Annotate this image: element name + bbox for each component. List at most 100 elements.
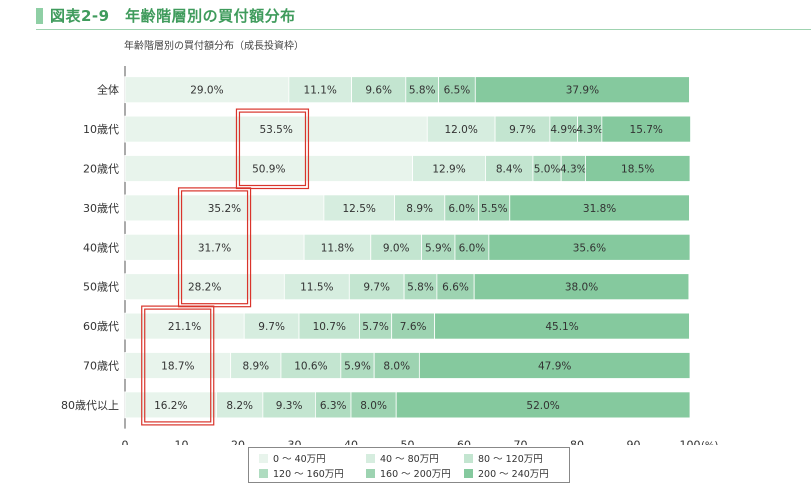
bar-segment xyxy=(323,194,395,222)
data-label: 4.3% xyxy=(560,164,587,176)
x-tick-label: 30 xyxy=(288,439,302,445)
data-label: 4.9% xyxy=(550,124,577,136)
data-label: 15.7% xyxy=(630,124,663,136)
bar-segment xyxy=(124,76,290,104)
data-label: 18.5% xyxy=(621,164,654,176)
bar-segment xyxy=(532,155,562,182)
bar-segment xyxy=(485,155,534,182)
highlight-box-outer xyxy=(177,187,252,308)
category-label: 50歳代 xyxy=(83,281,119,294)
bar-segment xyxy=(549,115,578,143)
data-label: 4.3% xyxy=(576,124,603,136)
x-tick-label: 90 xyxy=(627,439,641,445)
data-label: 5.9% xyxy=(344,361,371,373)
legend-item: 0 ～ 40万円 xyxy=(259,451,326,465)
data-label: 9.3% xyxy=(276,400,303,412)
highlight-box-inner xyxy=(238,111,307,187)
legend-swatch xyxy=(464,454,473,463)
legend-swatch xyxy=(259,454,268,463)
category-label: 20歳代 xyxy=(83,163,119,176)
data-label: 31.7% xyxy=(198,242,231,254)
x-tick-label: 0 xyxy=(122,439,129,445)
legend-label: 40 ～ 80万円 xyxy=(380,454,439,465)
bar-segment xyxy=(421,233,456,261)
page-header: 図表2-9 年齢階層別の買付額分布 xyxy=(0,0,811,30)
bar-segment xyxy=(585,155,691,182)
bar-segment xyxy=(478,194,511,222)
data-label: 11.8% xyxy=(321,242,354,254)
data-label: 9.6% xyxy=(365,85,392,97)
data-label: 5.5% xyxy=(481,203,508,215)
data-label: 52.0% xyxy=(526,400,559,412)
data-label: 8.9% xyxy=(406,203,433,215)
bar-segment xyxy=(124,155,413,182)
data-label: 8.0% xyxy=(360,400,387,412)
bar-segment xyxy=(394,194,446,222)
data-label: 8.4% xyxy=(496,164,523,176)
bar-segment xyxy=(280,352,342,379)
data-label: 5.7% xyxy=(362,321,389,333)
legend-swatch xyxy=(464,469,473,478)
stacked-bar-chart: 全体 29.0% 11.1% 9.6% 5.8% 6.5% 37.9% 10歳代 53.5% 12… xyxy=(61,66,718,445)
x-tick-label: 50 xyxy=(401,439,415,445)
page-title: 図表2-9 年齢階層別の買付額分布 xyxy=(50,7,296,25)
bar-segment xyxy=(454,233,490,261)
bar-segment xyxy=(370,233,423,261)
bar-segment xyxy=(494,115,551,143)
bar-segment xyxy=(391,312,436,340)
highlight-box-outer xyxy=(141,305,215,426)
bar-segment xyxy=(560,155,586,182)
data-label: 11.1% xyxy=(304,85,337,97)
header-divider xyxy=(36,29,811,30)
data-label: 21.1% xyxy=(168,321,201,333)
data-label: 5.8% xyxy=(409,85,436,97)
legend-item: 200 ～ 240万円 xyxy=(464,466,549,480)
bar-segment xyxy=(340,352,375,379)
legend-label: 160 ～ 200万円 xyxy=(380,469,451,480)
legend-item: 80 ～ 120万円 xyxy=(464,451,543,465)
x-tick-label: 10 xyxy=(175,439,189,445)
x-tick-label: 70 xyxy=(514,439,528,445)
legend-item: 40 ～ 80万円 xyxy=(366,451,439,465)
data-label: 8.9% xyxy=(242,361,269,373)
legend-label: 0 ～ 40万円 xyxy=(273,454,326,465)
chart-legend: 0 ～ 40万円 40 ～ 80万円 80 ～ 120万円 120 ～ 160万円 16… xyxy=(248,447,570,483)
data-label: 35.6% xyxy=(573,242,606,254)
data-label: 11.5% xyxy=(300,282,333,294)
x-tick-label: 100 xyxy=(680,439,701,445)
data-label: 18.7% xyxy=(161,361,194,373)
data-label: 6.0% xyxy=(459,242,486,254)
header-accent-mark xyxy=(36,8,43,24)
highlight-box-inner xyxy=(144,308,212,423)
bar-segment xyxy=(359,312,393,340)
x-tick-label: 80 xyxy=(570,439,584,445)
bar-segment xyxy=(303,233,372,261)
category-label: 70歳代 xyxy=(83,360,119,373)
legend-swatch xyxy=(366,454,375,463)
bar-segment xyxy=(124,233,305,261)
data-label: 12.5% xyxy=(343,203,376,215)
data-label: 28.2% xyxy=(188,282,221,294)
bar-segment xyxy=(124,115,428,143)
category-label: 60歳代 xyxy=(83,320,119,333)
data-label: 7.6% xyxy=(400,321,427,333)
bar-segment xyxy=(474,76,690,104)
bar-segment xyxy=(243,312,300,340)
data-label: 50.9% xyxy=(252,164,285,176)
x-tick-label: 20 xyxy=(231,439,245,445)
chart-title: 年齢階層別の買付額分布（成長投資枠） xyxy=(124,41,304,52)
bar-segment xyxy=(124,273,285,301)
data-label: 29.0% xyxy=(190,85,223,97)
legend-label: 120 ～ 160万円 xyxy=(273,469,344,480)
data-label: 9.7% xyxy=(509,124,536,136)
x-axis-unit: (%) xyxy=(701,441,718,445)
data-label: 8.0% xyxy=(383,361,410,373)
data-label: 6.5% xyxy=(444,85,471,97)
bar-segment xyxy=(351,76,407,104)
data-label: 45.1% xyxy=(545,321,578,333)
data-label: 31.8% xyxy=(583,203,616,215)
data-label: 47.9% xyxy=(538,361,571,373)
data-label: 9.7% xyxy=(258,321,285,333)
data-label: 35.2% xyxy=(208,203,241,215)
bar-segment xyxy=(473,273,690,301)
